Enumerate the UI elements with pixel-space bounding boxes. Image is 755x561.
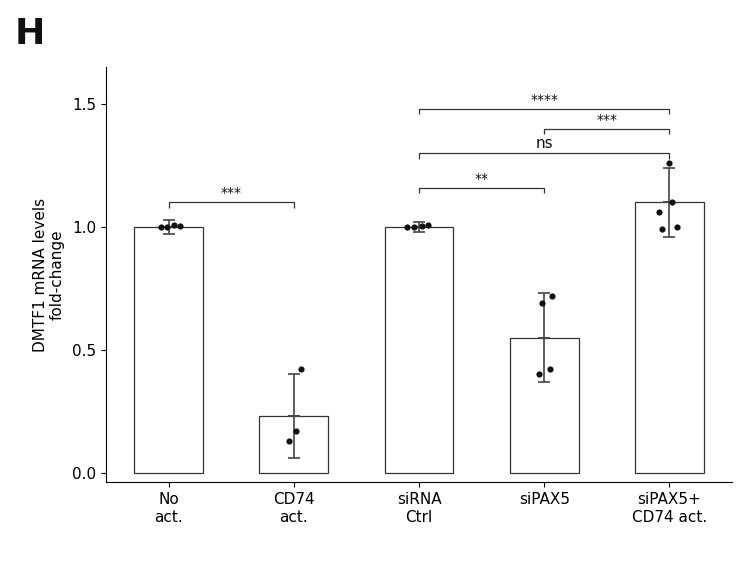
Bar — [384, 227, 454, 472]
Point — [671, 223, 683, 232]
Point — [155, 223, 167, 232]
Point — [533, 370, 545, 379]
Text: ns: ns — [535, 136, 553, 151]
Point — [408, 223, 420, 232]
Point — [536, 298, 548, 307]
Point — [653, 208, 665, 217]
Y-axis label: DMTF1 mRNA levels
fold-change: DMTF1 mRNA levels fold-change — [32, 198, 65, 352]
Text: ***: *** — [220, 186, 242, 200]
Text: H: H — [15, 17, 45, 51]
Bar — [510, 338, 578, 472]
Bar — [134, 227, 203, 472]
Point — [546, 291, 558, 300]
Point — [666, 198, 678, 207]
Point — [174, 221, 186, 230]
Point — [422, 220, 434, 229]
Point — [162, 223, 174, 232]
Bar — [260, 416, 328, 472]
Point — [283, 436, 295, 445]
Point — [544, 365, 556, 374]
Point — [290, 426, 302, 435]
Point — [664, 159, 676, 168]
Bar — [635, 203, 704, 472]
Point — [656, 225, 668, 234]
Text: ****: **** — [530, 93, 558, 107]
Text: **: ** — [475, 172, 488, 186]
Text: ***: *** — [596, 113, 618, 127]
Point — [168, 220, 180, 229]
Point — [295, 365, 307, 374]
Point — [415, 221, 427, 230]
Point — [400, 223, 412, 232]
